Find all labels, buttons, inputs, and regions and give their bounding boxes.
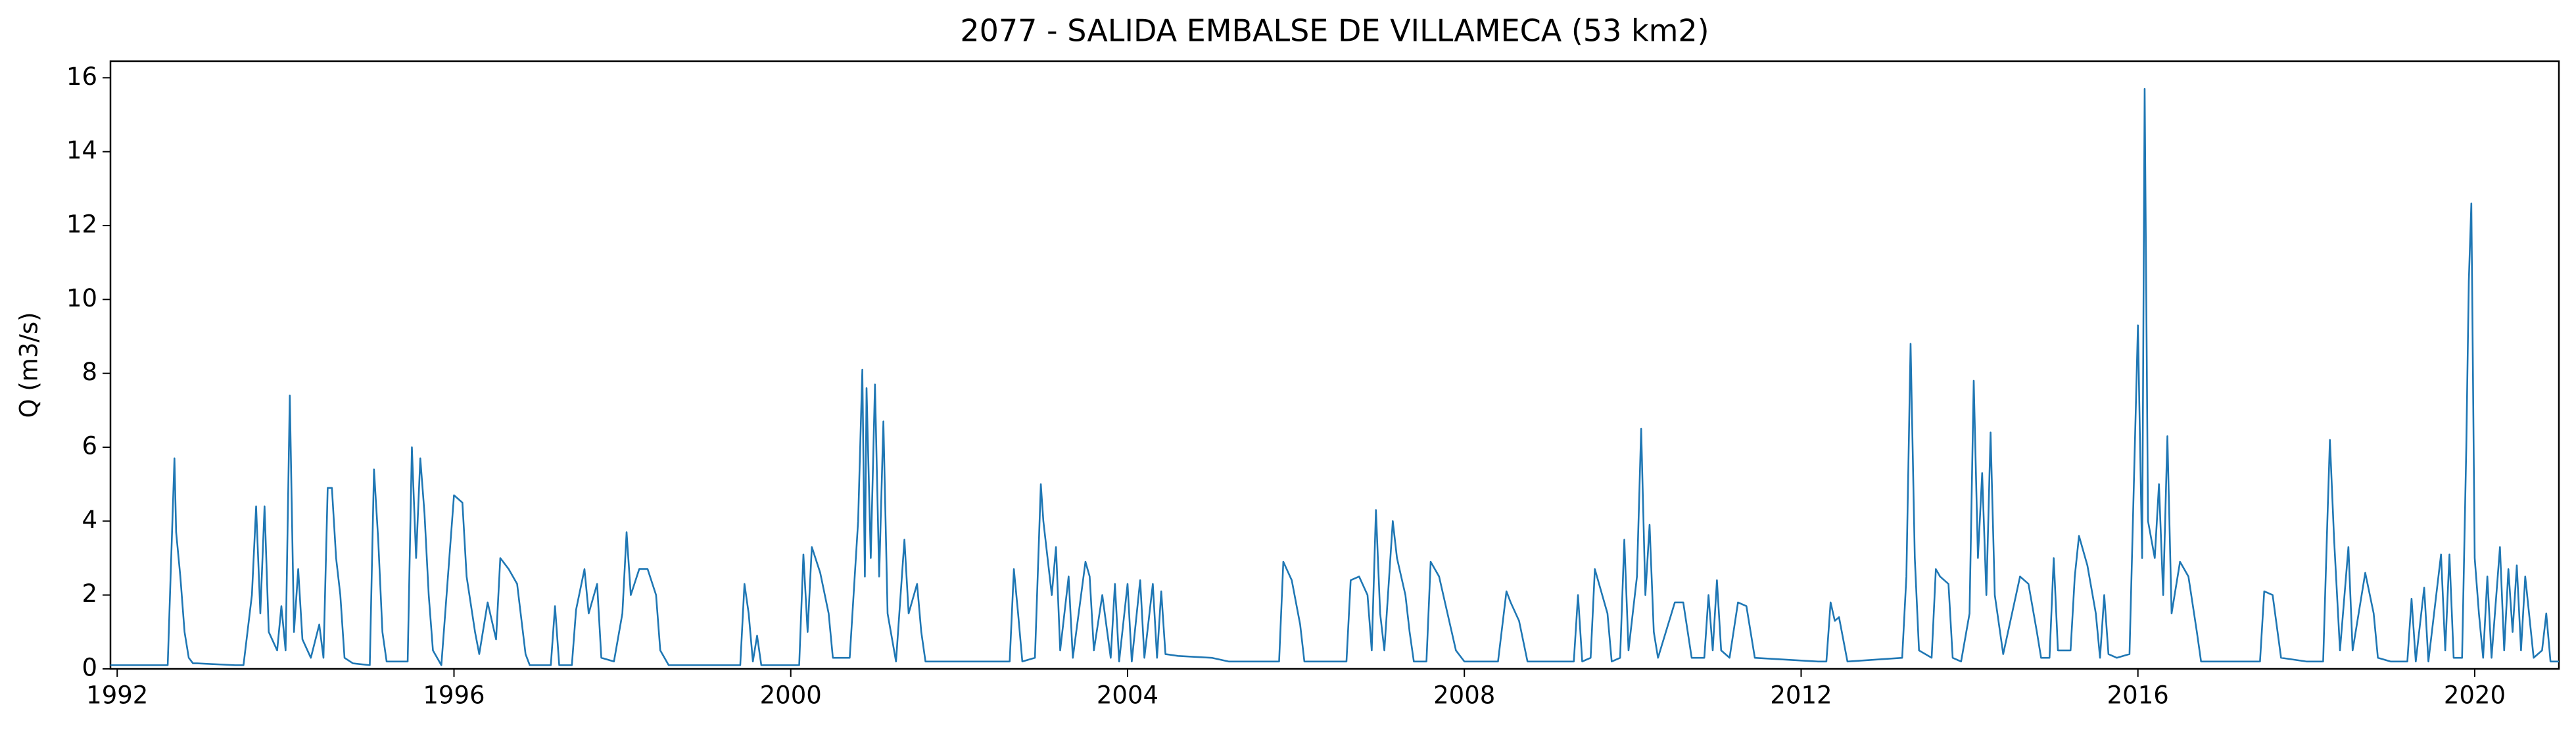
x-tick-label: 2000 xyxy=(760,681,822,710)
x-tick-label: 1996 xyxy=(423,681,485,710)
y-tick-label: 2 xyxy=(82,579,97,608)
y-tick-label: 10 xyxy=(66,284,97,312)
y-tick-label: 0 xyxy=(82,654,97,682)
x-tick-label: 2016 xyxy=(2107,681,2169,710)
y-tick-label: 4 xyxy=(82,506,97,534)
y-tick-label: 16 xyxy=(66,62,97,91)
y-tick-label: 8 xyxy=(82,358,97,386)
x-tick-label: 2012 xyxy=(1770,681,1832,710)
y-tick-label: 6 xyxy=(82,431,97,460)
x-tick-label: 1992 xyxy=(86,681,148,710)
data-line xyxy=(110,87,2559,666)
x-tick-label: 2008 xyxy=(1433,681,1495,710)
chart-title: 2077 - SALIDA EMBALSE DE VILLAMECA (53 k… xyxy=(960,13,1709,49)
y-tick-label: 12 xyxy=(66,210,97,238)
x-tick-label: 2020 xyxy=(2444,681,2506,710)
y-tick-label: 14 xyxy=(66,136,97,164)
plot-frame xyxy=(109,60,2560,670)
y-axis-label: Q (m3/s) xyxy=(15,312,43,418)
x-tick-label: 2004 xyxy=(1097,681,1158,710)
